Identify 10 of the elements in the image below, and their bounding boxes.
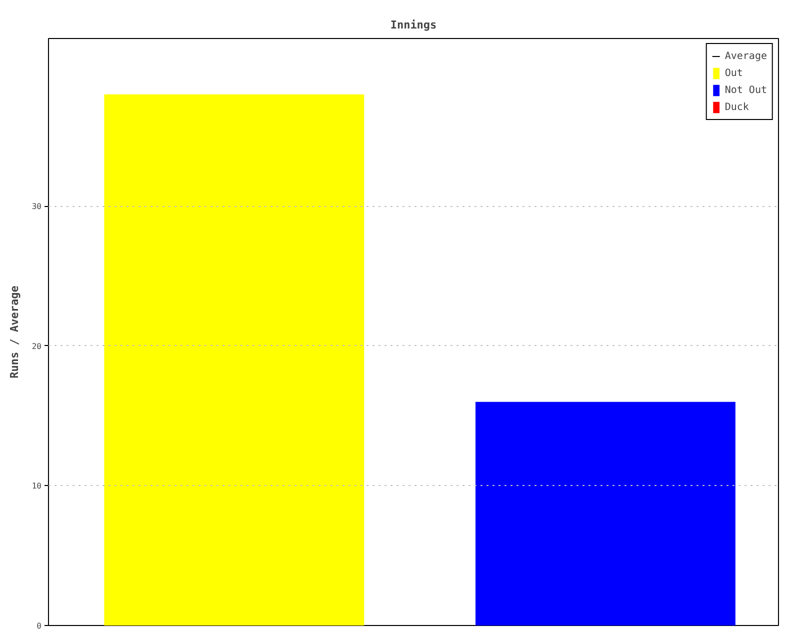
- legend-label: Average: [724, 50, 767, 63]
- y-tick-label: 10: [32, 482, 42, 491]
- y-axis-title: Runs / Average: [8, 285, 21, 378]
- y-tick-label: 0: [36, 622, 42, 630]
- legend-label: Duck: [724, 100, 749, 114]
- y-tick-label: 20: [32, 342, 42, 351]
- y-tick-label: 30: [32, 202, 42, 212]
- chart-title: Innings: [390, 18, 437, 32]
- legend-label: Not Out: [724, 84, 767, 97]
- legend-label: Out: [724, 66, 744, 80]
